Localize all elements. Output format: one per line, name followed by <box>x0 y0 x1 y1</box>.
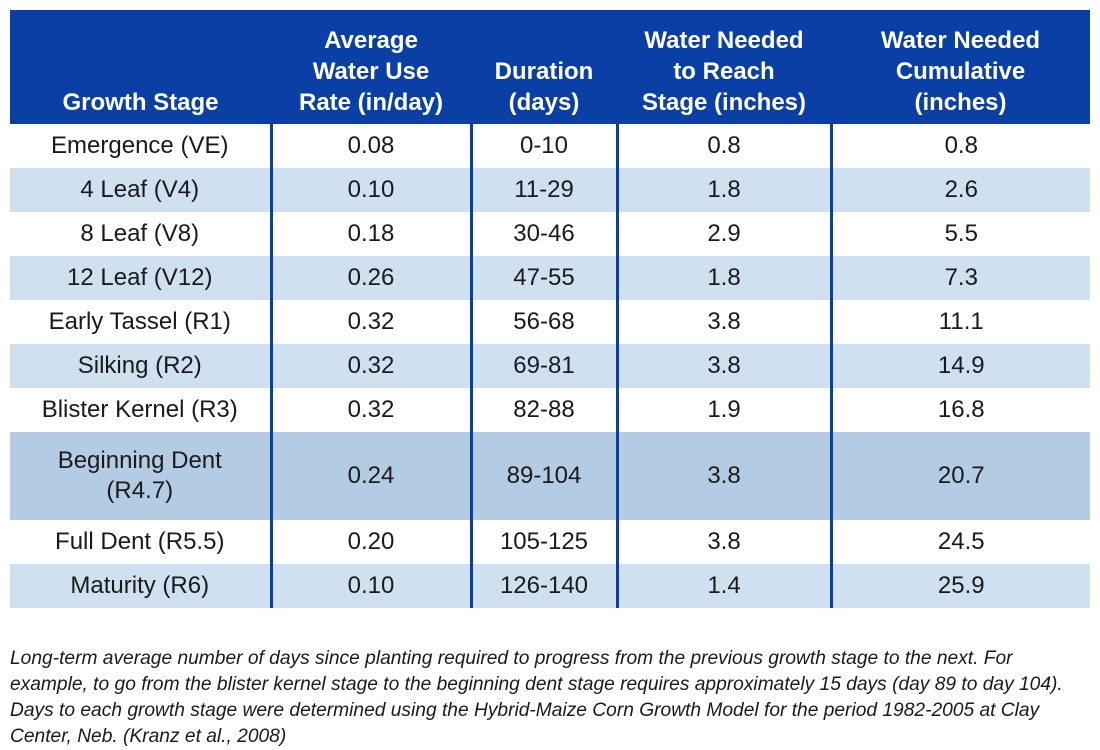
cell-water-use-rate: 0.24 <box>271 432 473 520</box>
cell-growth-stage: Early Tassel (R1) <box>10 300 273 344</box>
cell-water-needed-cumulative: 25.9 <box>831 564 1090 608</box>
cell-water-needed-cumulative: 14.9 <box>831 344 1090 388</box>
cell-duration: 126-140 <box>471 564 619 608</box>
cell-duration: 0-10 <box>471 124 619 168</box>
cell-growth-stage: Silking (R2) <box>10 344 273 388</box>
cell-water-needed-cumulative: 7.3 <box>831 256 1090 300</box>
header-duration: Duration (days) <box>471 10 617 124</box>
table-row: Early Tassel (R1) 0.32 56-68 3.8 11.1 <box>10 300 1090 344</box>
table-row: 12 Leaf (V12) 0.26 47-55 1.8 7.3 <box>10 256 1090 300</box>
water-use-table: Growth Stage Average Water Use Rate (in/… <box>10 10 1090 608</box>
cell-growth-stage: 8 Leaf (V8) <box>10 212 273 256</box>
cell-water-needed-stage: 2.9 <box>617 212 833 256</box>
table-header-row: Growth Stage Average Water Use Rate (in/… <box>10 10 1090 124</box>
cell-water-use-rate: 0.32 <box>271 388 473 432</box>
header-water-needed-cumulative: Water Needed Cumulative (inches) <box>831 10 1090 124</box>
header-water-needed-stage: Water Needed to Reach Stage (inches) <box>617 10 831 124</box>
cell-water-needed-stage: 3.8 <box>617 520 833 564</box>
cell-duration: 89-104 <box>471 432 619 520</box>
water-use-table-container: Growth Stage Average Water Use Rate (in/… <box>10 10 1090 608</box>
table-row: Beginning Dent (R4.7) 0.24 89-104 3.8 20… <box>10 432 1090 520</box>
table-row: Blister Kernel (R3) 0.32 82-88 1.9 16.8 <box>10 388 1090 432</box>
cell-water-needed-cumulative: 2.6 <box>831 168 1090 212</box>
cell-duration: 69-81 <box>471 344 619 388</box>
cell-water-needed-stage: 3.8 <box>617 300 833 344</box>
cell-water-use-rate: 0.10 <box>271 564 473 608</box>
cell-water-needed-stage: 1.8 <box>617 168 833 212</box>
cell-growth-stage: Emergence (VE) <box>10 124 273 168</box>
table-row: Emergence (VE) 0.08 0-10 0.8 0.8 <box>10 124 1090 168</box>
cell-growth-stage: 12 Leaf (V12) <box>10 256 273 300</box>
cell-duration: 11-29 <box>471 168 619 212</box>
cell-water-needed-stage: 0.8 <box>617 124 833 168</box>
cell-water-use-rate: 0.32 <box>271 344 473 388</box>
cell-water-needed-cumulative: 24.5 <box>937 528 985 555</box>
cell-water-needed-stage: 3.8 <box>617 344 833 388</box>
cell-duration: 82-88 <box>471 388 619 432</box>
cell-growth-stage: Maturity (R6) <box>10 564 273 608</box>
cell-water-use-rate: 0.18 <box>271 212 473 256</box>
cell-water-needed-stage: 1.8 <box>617 256 833 300</box>
cell-water-use-rate: 0.32 <box>271 300 473 344</box>
table-footnote: Long-term average number of days since p… <box>10 648 1063 748</box>
header-growth-stage: Growth Stage <box>10 10 271 124</box>
cell-growth-stage: Beginning Dent (R4.7) <box>10 432 273 520</box>
table-row: 8 Leaf (V8) 0.18 30-46 2.9 5.5 <box>10 212 1090 256</box>
table-row: Silking (R2) 0.32 69-81 3.8 14.9 <box>10 344 1090 388</box>
cell-duration: 105-125 <box>471 520 619 564</box>
cell-water-use-rate: 0.10 <box>271 168 473 212</box>
cell-growth-stage: Blister Kernel (R3) <box>10 388 273 432</box>
cell-duration: 56-68 <box>471 300 619 344</box>
cell-duration: 30-46 <box>471 212 619 256</box>
cell-water-needed-cumulative: 0.8 <box>944 132 978 159</box>
cell-water-needed-cumulative: 20.7 <box>831 432 1090 520</box>
cell-water-needed-stage: 3.8 <box>617 432 833 520</box>
table-row: 4 Leaf (V4) 0.10 11-29 1.8 2.6 <box>10 168 1090 212</box>
cell-water-use-rate: 0.20 <box>271 520 473 564</box>
header-water-use-rate: Average Water Use Rate (in/day) <box>271 10 471 124</box>
cell-growth-stage: Full Dent (R5.5) <box>10 520 273 564</box>
cell-growth-stage: 4 Leaf (V4) <box>10 168 273 212</box>
table-row: Full Dent (R5.5) 0.20 105-125 3.8 24.5 <box>10 520 1090 564</box>
cell-duration: 47-55 <box>471 256 619 300</box>
cell-water-needed-stage: 1.4 <box>617 564 833 608</box>
cell-water-use-rate: 0.26 <box>271 256 473 300</box>
table-row: Maturity (R6) 0.10 126-140 1.4 25.9 <box>10 564 1090 608</box>
cell-water-use-rate: 0.08 <box>271 124 473 168</box>
cell-water-needed-cumulative: 5.5 <box>944 220 978 247</box>
cell-water-needed-cumulative: 11.1 <box>938 308 984 335</box>
cell-water-needed-cumulative: 16.8 <box>937 396 985 423</box>
cell-water-needed-stage: 1.9 <box>617 388 833 432</box>
